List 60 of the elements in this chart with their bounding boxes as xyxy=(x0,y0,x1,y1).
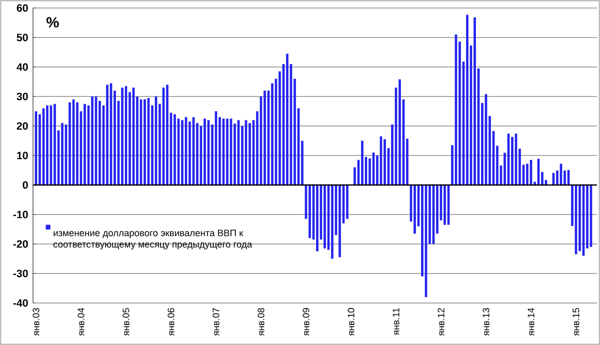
x-tick-label: янв.05 xyxy=(122,308,130,336)
bar xyxy=(84,104,86,185)
bar xyxy=(106,84,108,185)
x-tick-label: янв.04 xyxy=(78,308,84,336)
y-tick-label: 0 xyxy=(22,181,28,189)
bar xyxy=(316,184,318,252)
x-tick-label: янв.07 xyxy=(212,308,220,336)
x-tick-label: янв.03 xyxy=(32,308,40,336)
x-tick-label: янв.11 xyxy=(392,308,400,336)
bar xyxy=(466,14,468,185)
y-tick-label: 10 xyxy=(17,152,28,160)
bar xyxy=(144,99,146,185)
x-tick-label: янв.06 xyxy=(168,308,174,336)
bar xyxy=(526,164,528,185)
y-tick-label: 20 xyxy=(16,122,28,130)
bar xyxy=(271,83,274,185)
y-axis-title: % xyxy=(46,17,59,28)
bar xyxy=(68,102,71,185)
bar xyxy=(474,17,476,185)
bar xyxy=(204,118,206,185)
y-tick-label: 50 xyxy=(16,34,28,42)
bar xyxy=(384,139,386,185)
y-tick-label: -20 xyxy=(13,240,28,248)
y-tick-label: -40 xyxy=(13,299,28,307)
bar xyxy=(91,96,94,185)
x-tick-label: янв.13 xyxy=(482,308,490,336)
x-tick-label: янв.08 xyxy=(258,308,264,336)
legend-label: изменение долларового эквивалента ВВП к соответствующему месяцу предыдущего года xyxy=(53,230,252,250)
y-tick-label: 30 xyxy=(16,92,28,100)
bar xyxy=(286,54,288,185)
bar xyxy=(398,79,401,185)
bar xyxy=(61,123,64,185)
y-tick-label: 60 xyxy=(16,4,28,12)
bar xyxy=(324,184,326,248)
bar xyxy=(511,136,514,185)
bar xyxy=(121,88,124,185)
bar xyxy=(444,184,446,225)
bar xyxy=(264,90,266,185)
bar xyxy=(248,123,251,185)
bar xyxy=(174,114,176,185)
bar xyxy=(181,120,184,185)
bar xyxy=(54,104,56,185)
x-tick-label: янв.09 xyxy=(302,308,310,336)
y-tick-label: 40 xyxy=(16,63,28,71)
x-tick-label: янв.10 xyxy=(348,308,354,336)
y-tick-label: -10 xyxy=(13,210,28,218)
bar xyxy=(414,184,416,234)
y-tick-label: -30 xyxy=(13,270,28,278)
x-tick-label: янв.12 xyxy=(438,308,444,336)
bar xyxy=(226,118,228,185)
bar xyxy=(76,102,78,185)
bar xyxy=(166,84,168,185)
x-tick-label: янв.14 xyxy=(528,308,534,336)
bar xyxy=(98,100,101,185)
bar xyxy=(331,184,334,259)
bar xyxy=(361,140,364,185)
bar xyxy=(46,105,48,185)
bar xyxy=(308,184,311,238)
bar xyxy=(338,184,341,258)
x-tick-label: янв.15 xyxy=(572,308,580,336)
